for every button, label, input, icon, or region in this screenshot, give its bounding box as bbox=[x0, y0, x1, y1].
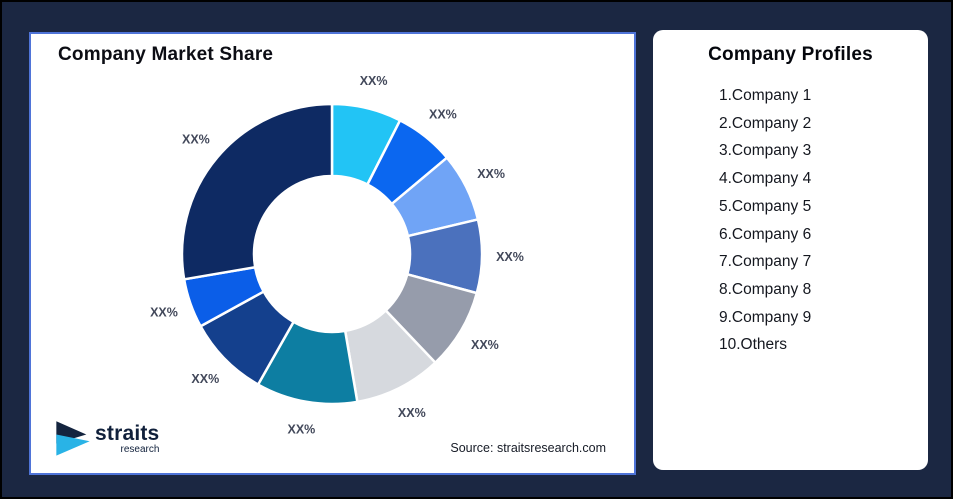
segment-label-company-2: XX% bbox=[429, 108, 457, 122]
segment-label-company-3: XX% bbox=[477, 167, 505, 181]
list-item-company-2: 2.Company 2 bbox=[719, 114, 812, 132]
list-item-company-4: 4.Company 4 bbox=[719, 170, 812, 188]
donut-chart: XX% XX% XX% XX% XX% XX% XX% XX% XX% XX% bbox=[150, 74, 524, 436]
segment-label-company-9: XX% bbox=[150, 306, 178, 320]
list-item-company-1: 1.Company 1 bbox=[719, 87, 812, 104]
segment-label-company-8: XX% bbox=[191, 372, 219, 386]
list-item-company-6: 6.Company 6 bbox=[719, 225, 812, 243]
company-profiles-card: Company Profiles 1.Company 1 2.Company 2… bbox=[653, 30, 928, 470]
profiles-title: Company Profiles bbox=[708, 44, 873, 65]
logo-brand-text: straits bbox=[95, 422, 160, 445]
segment-label-company-7: XX% bbox=[288, 422, 316, 436]
straits-logo-icon bbox=[56, 421, 90, 456]
donut-segment-others bbox=[180, 102, 334, 281]
logo-chevron-cyan bbox=[56, 434, 90, 456]
company-list: 1.Company 1 2.Company 2 3.Company 3 4.Co… bbox=[653, 82, 928, 359]
segment-label-company-5: XX% bbox=[471, 338, 499, 352]
chart-title: Company Market Share bbox=[58, 44, 274, 65]
market-share-card: XX% XX% XX% XX% XX% XX% XX% XX% XX% XX% Company M… bbox=[29, 32, 636, 475]
logo-text: straits research bbox=[95, 423, 159, 455]
logo-sub-text: research bbox=[120, 444, 160, 455]
list-item-company-9: 9.Company 9 bbox=[719, 308, 812, 326]
segment-label-company-1: XX% bbox=[360, 74, 388, 88]
list-item-others: 10.Others bbox=[719, 336, 788, 354]
list-item-company-7: 7.Company 7 bbox=[719, 253, 812, 271]
list-item-company-3: 3.Company 3 bbox=[719, 142, 812, 160]
segment-label-company-4: XX% bbox=[496, 250, 524, 264]
source-text: Source: straitsresearch.com bbox=[450, 441, 606, 455]
segment-label-others: XX% bbox=[182, 132, 210, 146]
straits-research-logo: straits research bbox=[53, 419, 159, 459]
segment-label-company-6: XX% bbox=[398, 406, 426, 420]
list-item-company-8: 8.Company 8 bbox=[719, 280, 812, 298]
list-item-company-5: 5.Company 5 bbox=[719, 197, 812, 215]
